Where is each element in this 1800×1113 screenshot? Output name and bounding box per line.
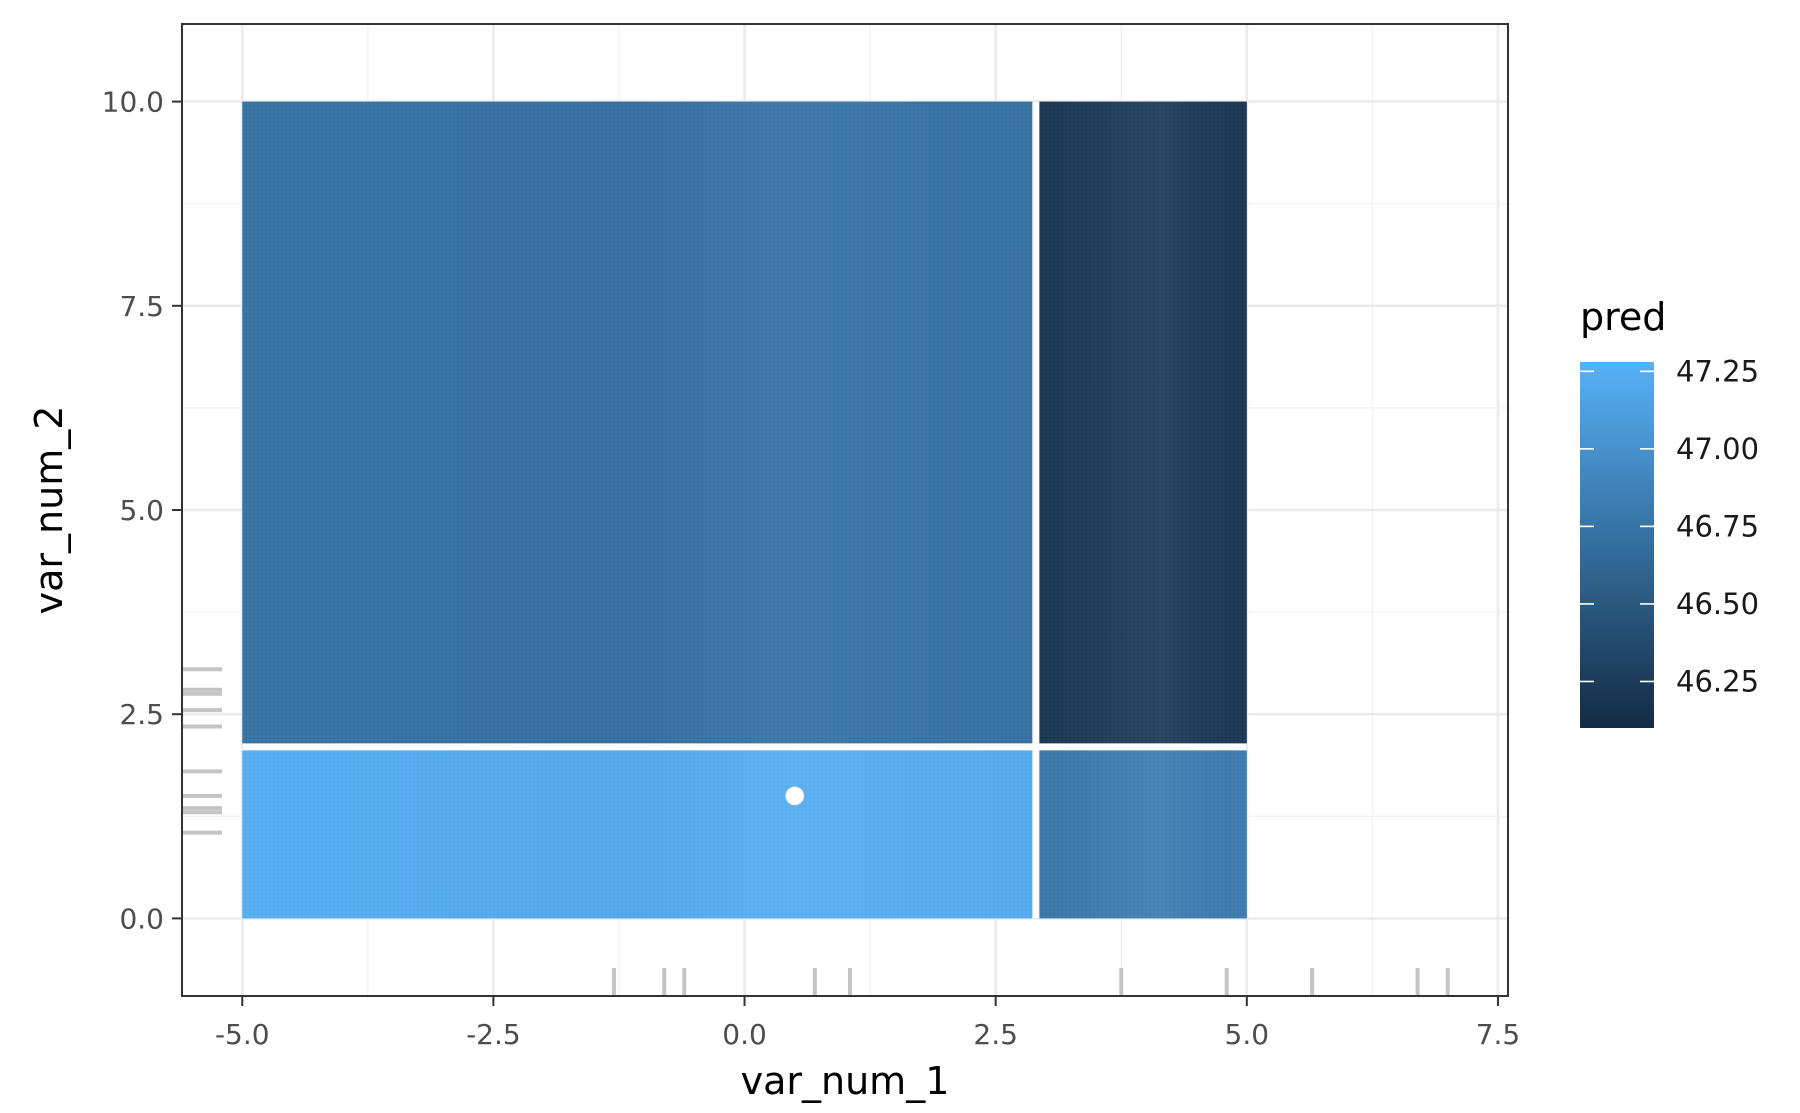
y-tick-label: 2.5 xyxy=(119,698,164,731)
split-lines xyxy=(242,101,1247,919)
x-axis: -5.0 -2.5 0.0 2.5 5.0 7.5 xyxy=(215,996,1520,1051)
y-tick-label: 7.5 xyxy=(119,290,164,323)
x-tick-label: 2.5 xyxy=(973,1018,1018,1051)
heatmap-tile-texture xyxy=(242,101,1036,747)
legend-break-label: 46.75 xyxy=(1676,509,1759,543)
legend-break-label: 46.50 xyxy=(1676,587,1759,621)
x-tick-label: -5.0 xyxy=(215,1018,270,1051)
legend-ticks: 46.25 46.50 46.75 47.00 47.25 xyxy=(1580,354,1759,698)
legend-break-label: 47.00 xyxy=(1676,432,1759,466)
legend-colorbar xyxy=(1580,362,1654,728)
x-tick-label: 5.0 xyxy=(1225,1018,1270,1051)
y-tick-label: 5.0 xyxy=(119,494,164,527)
fill-legend: pred 46.25 46.50 46.75 47.00 47.25 xyxy=(1580,295,1759,728)
x-tick-label: 0.0 xyxy=(722,1018,767,1051)
observation-point xyxy=(785,786,805,806)
heatmap-tile-texture xyxy=(242,746,1036,919)
heatmap-tiles xyxy=(242,101,1247,919)
heatmap-tile-texture xyxy=(1035,746,1247,919)
legend-title: pred xyxy=(1580,295,1666,339)
legend-break-label: 46.25 xyxy=(1676,664,1759,698)
y-tick-label: 10.0 xyxy=(102,86,164,119)
rug-marks xyxy=(182,667,1450,996)
x-tick-label: -2.5 xyxy=(466,1018,521,1051)
y-axis-title: var_num_2 xyxy=(27,406,71,615)
x-axis-title: var_num_1 xyxy=(741,1059,950,1103)
observation-point-layer xyxy=(785,786,805,806)
heatmap-tile-texture xyxy=(1035,101,1247,747)
y-tick-label: 0.0 xyxy=(119,902,164,935)
x-tick-label: 7.5 xyxy=(1476,1018,1521,1051)
legend-break-label: 47.25 xyxy=(1676,354,1759,388)
y-axis: 0.0 2.5 5.0 7.5 10.0 xyxy=(102,86,182,935)
